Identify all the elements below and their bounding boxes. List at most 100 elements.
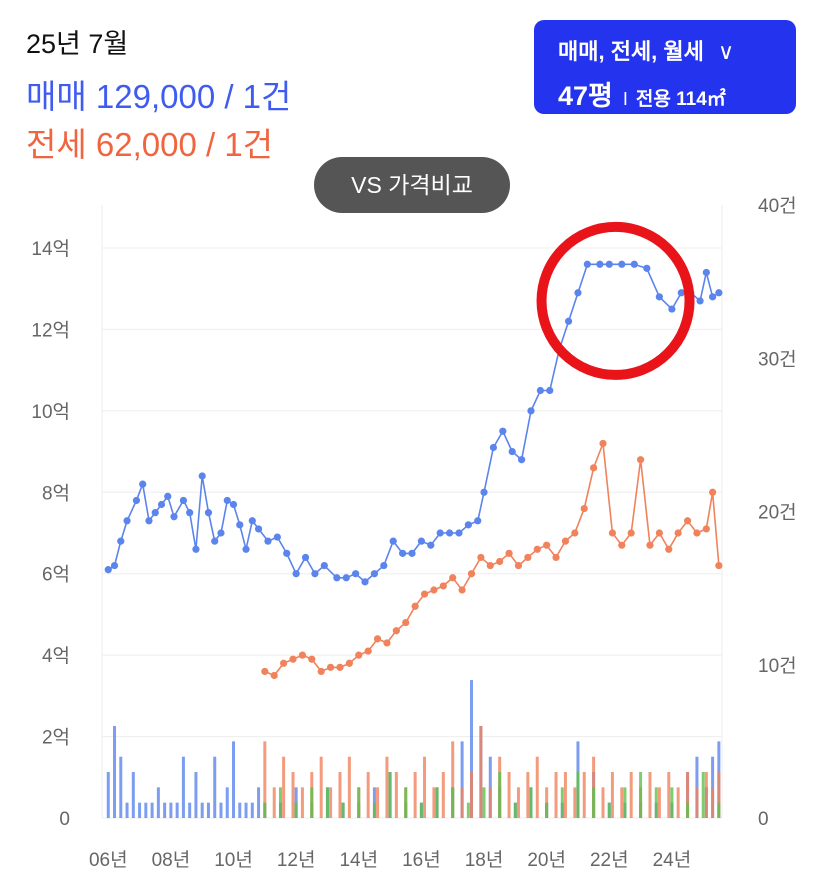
volume-bar	[460, 741, 464, 818]
jeonse-price-point	[477, 553, 485, 562]
jeonse-price-point	[420, 590, 429, 598]
y-left-tick-label: 12억	[31, 319, 70, 341]
jeonse-price-point	[655, 529, 663, 537]
sale-price-point	[217, 529, 225, 537]
sale-price-point	[301, 553, 310, 562]
volume-bar	[479, 726, 483, 818]
sale-price-point	[361, 578, 369, 586]
volume-bar	[319, 756, 323, 818]
x-tick-label: 22년	[590, 849, 629, 871]
jeonse-price-point	[496, 557, 504, 566]
sale-price-point	[229, 500, 238, 509]
jeonse-price-point	[533, 545, 541, 553]
chevron-down-icon: ∨	[718, 39, 735, 64]
volume-bar	[717, 772, 721, 818]
volume-bar	[466, 802, 470, 818]
volume-bar	[435, 787, 439, 818]
sale-price-point	[151, 509, 159, 517]
sale-price-point	[242, 545, 250, 553]
sale-price-line	[107, 263, 720, 583]
sale-price-point	[320, 561, 328, 570]
x-tick-label: 12년	[277, 849, 316, 871]
jeonse-price-point	[308, 655, 316, 663]
sale-price-point	[668, 305, 676, 313]
volume-bar	[620, 787, 624, 818]
jeonse-price-point	[514, 561, 523, 570]
volume-bar	[554, 772, 558, 818]
exclusive-area: 전용 114㎡	[635, 89, 726, 110]
volume-bar	[394, 772, 398, 818]
jeonse-price-point	[599, 439, 607, 448]
x-tick-label: 08년	[152, 849, 191, 871]
sale-price-point	[427, 541, 435, 549]
sale-price-point	[702, 268, 710, 277]
volume-bar	[278, 787, 282, 818]
sale-summary: 매매 129,000 / 1건	[26, 78, 292, 115]
x-tick-label: 14년	[339, 849, 378, 871]
y-left-tick-label: 4억	[42, 645, 70, 667]
jeonse-price-point	[580, 504, 588, 513]
jeonse-price-point	[636, 456, 645, 464]
sale-price-point	[709, 293, 717, 301]
sale-price-point	[254, 525, 263, 533]
volume-bar	[169, 802, 173, 818]
sale-price-point	[536, 386, 544, 395]
sale-price-point	[132, 496, 141, 505]
jeonse-price-point	[543, 541, 551, 549]
sale-price-point	[170, 513, 178, 521]
sale-price-point	[583, 260, 591, 268]
sale-price-point	[333, 574, 341, 582]
volume-bar	[623, 787, 627, 818]
volume-bar	[181, 756, 185, 818]
volume-bar	[563, 772, 567, 818]
jeonse-price-point	[709, 488, 717, 496]
price-compare-button[interactable]: VS 가격비교	[314, 157, 510, 213]
sale-price-point	[248, 517, 256, 525]
volume-bar	[119, 756, 123, 818]
jeonse-price-point	[411, 602, 419, 610]
volume-bar	[156, 787, 160, 818]
y-left-tick-label: 8억	[42, 482, 70, 504]
volume-bar	[498, 772, 502, 818]
sale-price-point	[283, 549, 291, 557]
jeonse-price-point	[674, 529, 682, 537]
jeonse-price-point	[439, 582, 447, 590]
jeonse-price-point	[392, 627, 400, 635]
jeonse-price-point	[449, 574, 457, 582]
sale-price-point	[311, 570, 319, 578]
sale-price-point	[677, 289, 685, 297]
jeonse-price-point	[289, 655, 297, 663]
sale-price-point	[605, 260, 613, 268]
jeonse-price-line	[264, 443, 720, 677]
y-left-tick-label: 14억	[31, 238, 70, 260]
volume-bar	[366, 772, 370, 818]
sale-price-point	[696, 297, 704, 305]
volume-bar	[225, 787, 229, 818]
jeonse-price-point	[373, 635, 382, 643]
volume-bar	[423, 756, 427, 818]
sale-price-point	[417, 537, 425, 545]
jeonse-price-point	[683, 517, 692, 525]
volume-bar	[482, 787, 486, 818]
volume-bar	[686, 802, 690, 818]
volume-bar	[106, 772, 110, 818]
pyeong-size: 47평	[558, 81, 613, 111]
volume-bar	[667, 772, 671, 818]
volume-bar	[670, 787, 674, 818]
volume-bar	[357, 787, 361, 818]
volume-bar	[244, 802, 248, 818]
volume-bar	[488, 787, 492, 818]
sale-price-point	[618, 260, 626, 268]
volume-bar	[376, 787, 380, 818]
sale-price-point	[179, 496, 188, 505]
deal-type-filter-button[interactable]: 매매, 전세, 월세 ∨ 47평 I 전용 114㎡	[534, 20, 796, 114]
volume-bar	[419, 802, 423, 818]
sale-price-point	[223, 496, 231, 505]
sale-price-point	[236, 521, 244, 529]
volume-bar	[711, 787, 715, 818]
sale-price-point	[546, 386, 554, 395]
jeonse-price-point	[505, 549, 513, 557]
jeonse-price-point	[486, 561, 494, 570]
volume-bar	[113, 726, 117, 818]
volume-bar	[573, 787, 577, 818]
